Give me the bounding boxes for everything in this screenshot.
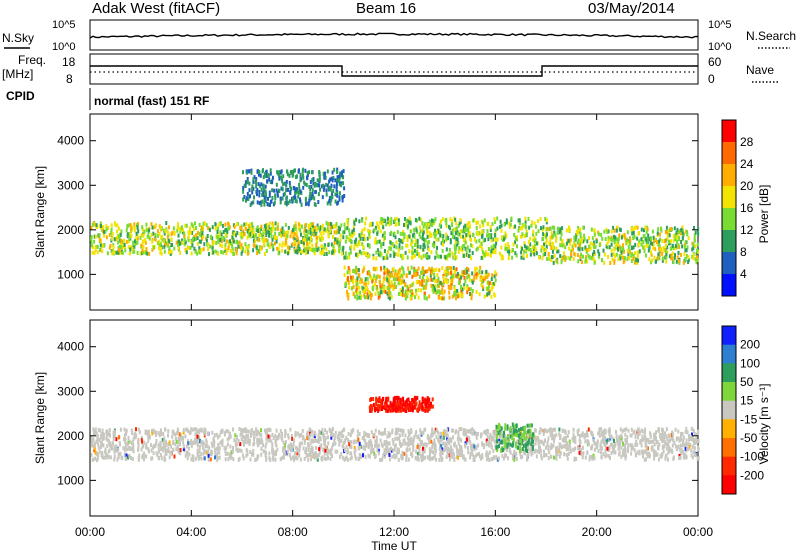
x-tick-label: 00:00 — [75, 525, 105, 539]
velocity-echoes — [90, 395, 700, 463]
colorbar-tick-label: 4 — [740, 267, 747, 281]
colorbar-tick-label: 16 — [740, 201, 754, 215]
echo-region — [343, 216, 548, 261]
colorbar-tick-label: 24 — [740, 157, 754, 171]
freq-unit: [MHz] — [2, 67, 33, 81]
colorbar-swatch — [722, 344, 736, 364]
y-tick-label: 4000 — [57, 134, 84, 148]
echo-region — [90, 220, 345, 257]
echo-region — [495, 422, 535, 453]
station-title: Adak West (fitACF) — [92, 0, 221, 17]
colorbar-swatch — [722, 274, 736, 297]
y-tick-label: 2000 — [57, 429, 84, 443]
nave-tick-high: 60 — [708, 55, 722, 69]
colorbar-tick-label: 20 — [740, 179, 754, 193]
power-colorbar-label: Power [dB] — [757, 185, 771, 244]
colorbar-tick-label: 28 — [740, 135, 754, 149]
y-tick-label: 4000 — [57, 340, 84, 354]
noise-tick-high-right: 10^5 — [708, 19, 732, 31]
freq-tick-high: 18 — [62, 55, 76, 69]
colorbar-swatch — [722, 230, 736, 253]
colorbar-swatch — [722, 142, 736, 165]
power-ylabel: Slant Range [km] — [33, 166, 47, 258]
frequency-panel: Freq. [MHz] 18 8 60 0 Nave — [2, 53, 780, 86]
colorbar-swatch — [722, 326, 736, 346]
cpid-label: CPID — [6, 89, 35, 103]
colorbar-swatch — [722, 475, 736, 495]
colorbar-tick-label: -50 — [740, 431, 758, 445]
colorbar-tick-label: -200 — [740, 468, 764, 482]
echo-region — [368, 395, 434, 413]
echo-region — [546, 225, 700, 265]
time-xlabel: Time UT — [371, 539, 417, 553]
colorbar-swatch — [722, 456, 736, 476]
power-echoes — [90, 167, 700, 301]
x-tick-label: 16:00 — [480, 525, 510, 539]
y-tick-label: 3000 — [57, 384, 84, 398]
colorbar-tick-label: 50 — [740, 375, 754, 389]
nave-tick-low: 0 — [708, 72, 715, 86]
nave-label: Nave — [746, 63, 774, 77]
colorbar-swatch — [722, 363, 736, 383]
velocity-colorbar: 200 100 50 15 -15 -50 -100 -200 — [721, 325, 764, 495]
noise-tick-high: 10^5 — [52, 19, 76, 31]
colorbar-swatch — [722, 120, 736, 143]
colorbar-tick-label: 200 — [740, 338, 760, 352]
noise-panel: N.Sky 10^5 10^0 10^5 10^0 N.Search — [2, 19, 796, 53]
echo-region — [343, 265, 498, 301]
colorbar-swatch — [722, 382, 736, 402]
noise-tick-low: 10^0 — [52, 41, 76, 53]
nsky-label: N.Sky — [2, 31, 34, 45]
velocity-panel: 4000 3000 2000 1000 Slant Range [km] 200 100… — [33, 319, 771, 517]
colorbar-swatch — [722, 419, 736, 439]
colorbar-tick-label: -15 — [740, 412, 758, 426]
colorbar-swatch — [722, 400, 736, 420]
colorbar-swatch — [722, 186, 736, 209]
y-tick-label: 2000 — [57, 223, 84, 237]
velocity-colorbar-label: Velocity [m s⁻¹] — [757, 383, 771, 464]
colorbar-tick-label: 100 — [740, 356, 760, 370]
colorbar-swatch — [722, 164, 736, 187]
colorbar-swatch — [722, 438, 736, 458]
x-tick-label: 04:00 — [176, 525, 206, 539]
velocity-ylabel: Slant Range [km] — [33, 372, 47, 464]
echo-region — [242, 167, 346, 207]
y-tick-label: 1000 — [57, 267, 84, 281]
y-tick-label: 1000 — [57, 473, 84, 487]
colorbar-tick-label: -100 — [740, 450, 764, 464]
x-tick-label: 08:00 — [278, 525, 308, 539]
beam-title: Beam 16 — [356, 0, 417, 17]
cpid-text: normal (fast) 151 RF — [94, 94, 209, 108]
time-axis: 00:00 04:00 08:00 12:00 16:00 20:00 00:00 — [75, 114, 713, 539]
colorbar-tick-label: 12 — [740, 223, 754, 237]
colorbar-tick-label: 15 — [740, 394, 754, 408]
x-tick-label: 12:00 — [379, 525, 409, 539]
colorbar-swatch — [722, 252, 736, 275]
nsearch-label: N.Search — [746, 29, 796, 43]
colorbar-tick-label: 8 — [740, 245, 747, 259]
power-colorbar: 28 24 20 16 12 8 4 — [721, 119, 754, 297]
noise-tick-low-right: 10^0 — [708, 41, 732, 53]
y-tick-label: 3000 — [57, 178, 84, 192]
date-title: 03/May/2014 — [588, 0, 675, 17]
power-panel: 4000 3000 2000 1000 Slant Range [km] 28 24 20… — [33, 113, 771, 311]
echo-region — [90, 426, 700, 463]
freq-label: Freq. — [18, 53, 46, 67]
colorbar-swatch — [722, 208, 736, 231]
freq-tick-low: 8 — [66, 72, 73, 86]
x-tick-label: 00:00 — [683, 525, 713, 539]
x-tick-label: 20:00 — [582, 525, 612, 539]
frequency-line — [90, 65, 698, 77]
